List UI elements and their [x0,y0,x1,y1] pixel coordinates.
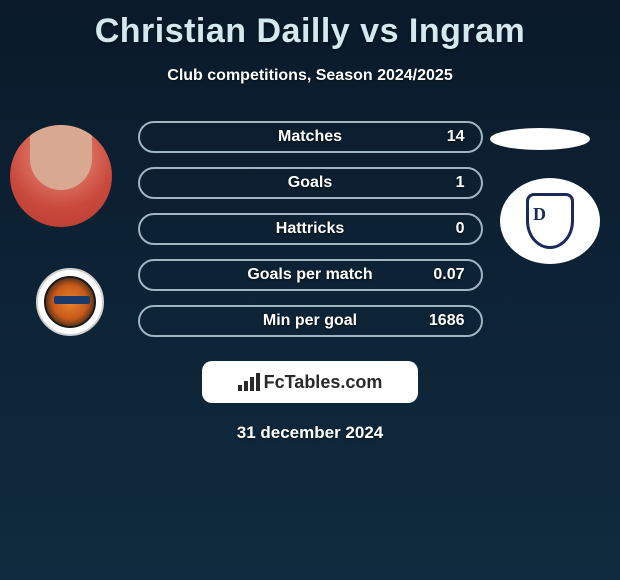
page-subtitle: Club competitions, Season 2024/2025 [0,67,620,85]
stat-row-goals-per-match: Goals per match 0.07 [138,259,483,291]
stat-value-right: 1 [456,174,465,192]
stat-value-right: 0 [456,220,465,238]
player-right-placeholder [490,128,590,150]
stat-row-matches: Matches 14 [138,121,483,153]
page-title: Christian Dailly vs Ingram [0,0,620,51]
stat-label: Goals per match [247,266,372,284]
branding-box: FcTables.com [202,361,418,403]
stat-label: Hattricks [276,220,344,238]
footer-date: 31 december 2024 [0,423,620,443]
club-right-badge: D [500,178,600,264]
player-left-avatar [10,125,112,227]
chart-bars-icon [238,373,260,391]
club-left-badge [36,268,104,336]
branding-text: FcTables.com [264,372,383,393]
stat-label: Goals [288,174,332,192]
stat-label: Matches [278,128,342,146]
stat-value-right: 14 [447,128,465,146]
stat-value-right: 0.07 [433,266,464,284]
stat-row-min-per-goal: Min per goal 1686 [138,305,483,337]
stat-row-goals: Goals 1 [138,167,483,199]
stat-label: Min per goal [263,312,357,330]
stat-value-right: 1686 [429,312,465,330]
stat-row-hattricks: Hattricks 0 [138,213,483,245]
